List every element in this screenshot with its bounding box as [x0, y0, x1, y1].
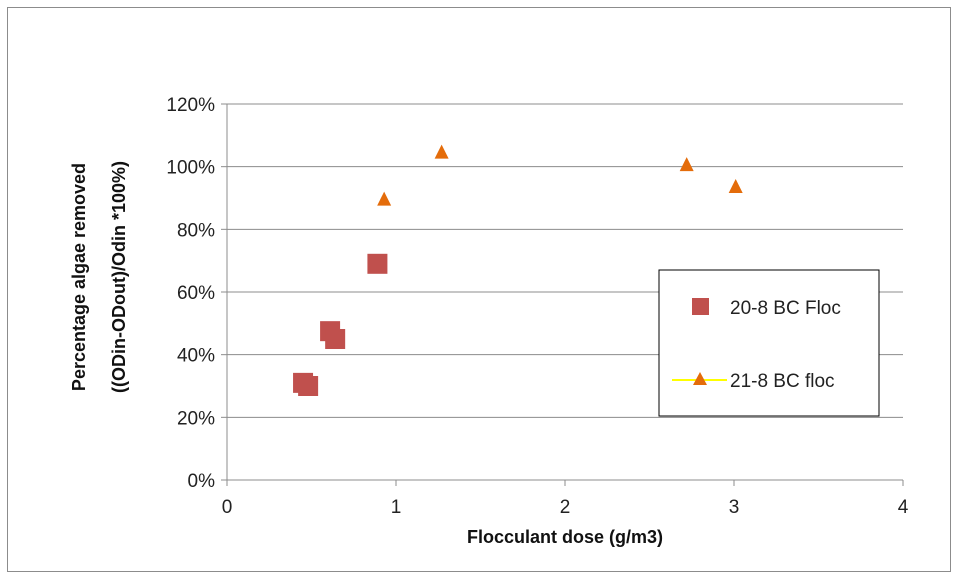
point-triangle: [679, 157, 694, 172]
y-tick-label: 0%: [188, 471, 216, 492]
y-tick-labels: 0% 20% 40% 60% 80% 100% 120%: [166, 95, 215, 492]
legend: 20-8 BC Floc 21-8 BC floc: [658, 269, 880, 417]
x-tick-label: 4: [898, 497, 909, 518]
x-tick-label: 3: [729, 497, 740, 518]
legend-marker-20-8-bc-floc: [692, 298, 709, 315]
y-axis-title-line1: Percentage algae removed: [69, 163, 89, 391]
x-axis-title: Flocculant dose (g/m3): [467, 527, 663, 547]
point-triangle: [377, 191, 392, 206]
y-tick-label: 20%: [177, 408, 215, 429]
x-tick-label: 1: [391, 497, 402, 518]
point-triangle: [434, 144, 449, 159]
point-square: [298, 376, 319, 396]
y-tick-label: 40%: [177, 346, 215, 367]
legend-box: [658, 269, 880, 417]
y-axis-title-line2: ((ODin-ODout)/Odin *100%): [109, 161, 129, 393]
legend-marker-21-8-bc-floc: [693, 372, 707, 385]
axes: [221, 103, 904, 486]
y-tick-label: 80%: [177, 220, 215, 241]
legend-label-20-8-bc-floc: 20-8 BC Floc: [730, 298, 841, 319]
point-triangle: [728, 179, 743, 194]
point-square: [367, 253, 388, 274]
y-tick-label: 60%: [177, 283, 215, 304]
legend-label-21-8-bc-floc: 21-8 BC floc: [730, 371, 835, 392]
x-tick-label: 2: [560, 497, 571, 518]
x-tick-labels: 0 1 2 3 4: [222, 497, 909, 518]
y-tick-label: 120%: [166, 95, 215, 116]
x-tick-label: 0: [222, 497, 233, 518]
point-square: [325, 329, 346, 349]
data-points: [293, 144, 743, 396]
y-tick-label: 100%: [166, 158, 215, 179]
